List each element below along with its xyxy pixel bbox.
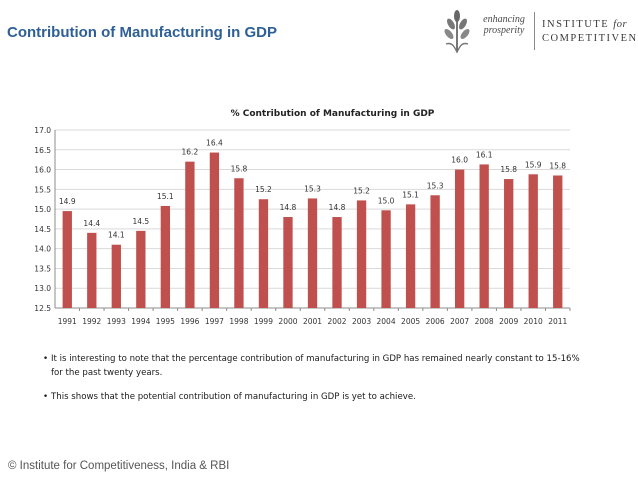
data-label: 15.9 — [525, 160, 542, 169]
bar — [283, 217, 293, 308]
institute-logo: enhancing prosperity INSTITUTE for COMPE… — [440, 8, 638, 56]
y-tick-label: 17.0 — [34, 126, 51, 135]
x-tick-label: 1995 — [156, 317, 175, 326]
y-tick-label: 16.5 — [34, 146, 51, 155]
data-label: 15.8 — [231, 164, 248, 173]
slide-title: Contribution of Manufacturing in GDP — [7, 24, 277, 41]
logo-tagline: enhancing prosperity — [476, 14, 532, 36]
bar-chart: % Contribution of Manufacturing in GDP 12… — [0, 100, 638, 335]
y-tick-label: 13.0 — [34, 284, 51, 293]
bar — [62, 211, 72, 308]
bar — [454, 169, 465, 308]
y-tick-label: 14.5 — [34, 225, 51, 234]
bar — [111, 244, 121, 308]
bullet-text: It is interesting to note that the perce… — [51, 354, 580, 378]
data-label: 15.2 — [353, 186, 370, 195]
data-label: 15.3 — [427, 181, 444, 190]
logo-org-for: for — [613, 19, 628, 30]
logo-org-line2: COMPETITIVENESS — [542, 33, 638, 44]
x-tick-label: 2002 — [327, 317, 346, 326]
bar — [234, 178, 244, 308]
data-label: 16.0 — [451, 156, 468, 165]
data-label: 15.8 — [549, 161, 566, 170]
bar — [528, 174, 538, 308]
bar — [356, 200, 367, 308]
logo-tagline-line2: prosperity — [483, 25, 525, 36]
x-tick-label: 1998 — [229, 317, 248, 326]
bar — [136, 230, 146, 308]
bar — [332, 217, 342, 308]
x-tick-label: 1992 — [82, 317, 101, 326]
bar — [185, 161, 195, 308]
y-tick-label: 15.5 — [34, 185, 51, 194]
y-tick-label: 13.5 — [34, 264, 51, 273]
x-tick-label: 2006 — [426, 317, 445, 326]
logo-org-name: INSTITUTE for COMPETITIVENESS — [542, 18, 638, 46]
bar — [160, 205, 171, 308]
y-tick-label: 16.0 — [34, 166, 51, 175]
x-tick-label: 1993 — [107, 317, 126, 326]
bar — [405, 204, 416, 308]
data-label: 14.5 — [132, 217, 149, 226]
x-tick-label: 2011 — [548, 317, 567, 326]
data-label: 15.3 — [304, 184, 321, 193]
data-label: 15.2 — [255, 185, 272, 194]
x-tick-label: 2005 — [401, 317, 420, 326]
data-label: 14.4 — [83, 219, 100, 228]
bullet-dot-icon: • — [42, 354, 49, 364]
bar — [381, 210, 391, 308]
data-label: 15.1 — [157, 192, 174, 201]
bullet-item: • It is interesting to note that the per… — [40, 352, 580, 380]
x-tick-label: 2001 — [303, 317, 322, 326]
x-tick-label: 1991 — [58, 317, 77, 326]
x-tick-label: 1996 — [180, 317, 199, 326]
data-label: 14.8 — [329, 203, 346, 212]
logo-divider — [534, 12, 535, 50]
bullet-list: • It is interesting to note that the per… — [40, 352, 580, 414]
bar — [479, 164, 489, 308]
bullet-item: • This shows that the potential contribu… — [40, 390, 580, 404]
y-tick-label: 14.0 — [34, 245, 51, 254]
data-label: 16.1 — [476, 150, 493, 159]
data-label: 15.8 — [500, 165, 517, 174]
x-tick-label: 1997 — [205, 317, 224, 326]
data-label: 14.1 — [108, 231, 125, 240]
bar — [430, 195, 440, 308]
bullet-dot-icon: • — [42, 392, 49, 402]
bar — [87, 232, 97, 308]
y-tick-label: 15.0 — [34, 205, 51, 214]
data-label: 14.9 — [59, 197, 76, 206]
data-label: 15.0 — [378, 196, 395, 205]
x-tick-label: 2000 — [278, 317, 297, 326]
x-tick-label: 2008 — [475, 317, 494, 326]
bar — [504, 179, 514, 308]
bar — [307, 198, 318, 308]
chart-title: % Contribution of Manufacturing in GDP — [231, 109, 435, 119]
data-label: 16.4 — [206, 139, 223, 148]
x-tick-label: 2004 — [377, 317, 396, 326]
logo-org-line1: INSTITUTE — [542, 19, 610, 30]
wheat-emblem-icon — [444, 10, 470, 54]
x-tick-label: 1999 — [254, 317, 273, 326]
x-tick-label: 2007 — [450, 317, 469, 326]
bar — [553, 175, 563, 308]
data-label: 16.2 — [182, 148, 199, 157]
bar — [209, 152, 220, 308]
data-label: 15.1 — [402, 190, 419, 199]
x-tick-label: 2009 — [499, 317, 518, 326]
x-tick-label: 2003 — [352, 317, 371, 326]
data-label: 14.8 — [280, 203, 297, 212]
y-tick-label: 12.5 — [34, 304, 51, 313]
x-tick-label: 2010 — [524, 317, 543, 326]
x-tick-label: 1994 — [131, 317, 150, 326]
bar-chart-svg: % Contribution of Manufacturing in GDP 12… — [34, 109, 571, 326]
logo-tagline-line1: enhancing — [483, 14, 525, 25]
footer-credit: © Institute for Competitiveness, India &… — [8, 460, 230, 472]
bullet-text: This shows that the potential contributi… — [51, 392, 416, 402]
bar — [258, 199, 269, 308]
